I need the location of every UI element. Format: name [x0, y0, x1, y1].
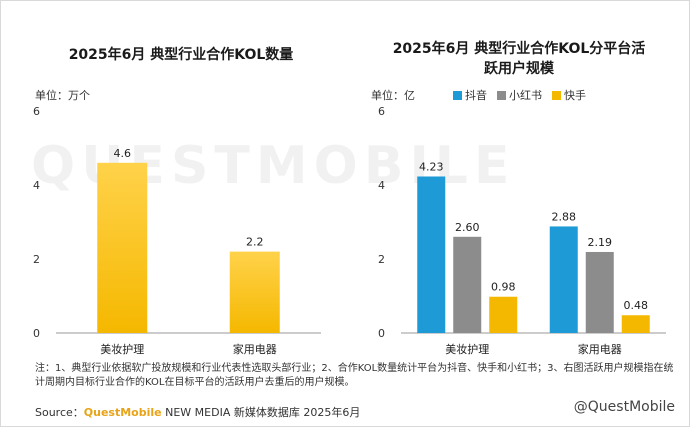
left-bar [97, 162, 148, 333]
right-ytick-label: 2 [378, 253, 385, 266]
right-bar-抖音 [549, 226, 578, 333]
right-bar-小红书 [453, 236, 482, 333]
legend-label: 小红书 [509, 89, 542, 102]
right-bar-抖音 [417, 176, 446, 333]
right-bar-value-label: 2.88 [552, 210, 577, 223]
corner-watermark: @QuestMobile [573, 399, 675, 415]
footnote: 注：1、典型行业依据软广投放规模和行业代表性选取头部行业；2、合作KOL数量统计… [35, 363, 674, 388]
right-category-label: 美妆护理 [445, 342, 489, 356]
left-bar-value-label: 4.6 [114, 147, 132, 160]
left-ytick-label: 4 [33, 179, 40, 192]
legend-swatch [453, 90, 462, 100]
left-bar-chart: 0 2 4 6 4.6 美妆护理 2.2 家用电器 [33, 105, 321, 356]
right-chart-title-line1: 2025年6月 典型行业合作KOL分平台活 [392, 41, 646, 57]
right-bar-value-label: 2.19 [588, 236, 613, 249]
left-ytick-label: 0 [33, 327, 40, 340]
source-brand: QuestMobile [83, 406, 162, 419]
legend-item: 快手 [552, 87, 586, 103]
right-bar-快手 [489, 296, 518, 333]
source-rest: NEW MEDIA 新媒体数据库 2025年6月 [161, 406, 361, 419]
legend-item: 抖音 [453, 87, 487, 103]
right-bar-小红书 [585, 251, 614, 333]
left-ytick-label: 6 [33, 105, 40, 118]
left-chart-title: 2025年6月 典型行业合作KOL数量 [68, 47, 294, 63]
legend-label: 抖音 [465, 89, 487, 102]
right-ytick-label: 4 [378, 179, 385, 192]
legend-item: 小红书 [497, 87, 542, 103]
left-bar [229, 251, 280, 333]
legend-swatch [552, 90, 561, 100]
left-chart-unit: 单位：万个 [35, 89, 90, 102]
right-bar-快手 [621, 315, 650, 333]
right-chart-title-line2: 跃用户规模 [484, 61, 554, 77]
right-ytick-label: 6 [378, 105, 385, 118]
right-bar-value-label: 4.23 [419, 160, 444, 173]
legend-swatch [497, 90, 506, 100]
legend-label: 快手 [564, 89, 586, 102]
right-grouped-bar-chart: 0 2 4 6 4.23 2.60 0.98 美妆护理 2.88 2.19 0.48 家用电器 [378, 105, 666, 356]
right-category-label: 家用电器 [578, 342, 622, 356]
right-chart-unit: 单位：亿 [371, 89, 415, 102]
left-category-label: 家用电器 [233, 342, 277, 356]
left-ytick-label: 2 [33, 253, 40, 266]
source-prefix: Source： [35, 406, 84, 419]
left-bar-value-label: 2.2 [246, 236, 264, 249]
right-bar-value-label: 0.98 [491, 281, 516, 294]
right-bar-value-label: 0.48 [624, 299, 649, 312]
right-chart-legend: 抖音 小红书 快手 [453, 87, 586, 103]
source-line: Source：QuestMobile NEW MEDIA 新媒体数据库 2025… [35, 404, 360, 420]
right-chart-title: 2025年6月 典型行业合作KOL分平台活 跃用户规模 [369, 39, 669, 79]
right-ytick-label: 0 [378, 327, 385, 340]
left-category-label: 美妆护理 [100, 342, 144, 356]
right-bar-value-label: 2.60 [455, 221, 480, 234]
